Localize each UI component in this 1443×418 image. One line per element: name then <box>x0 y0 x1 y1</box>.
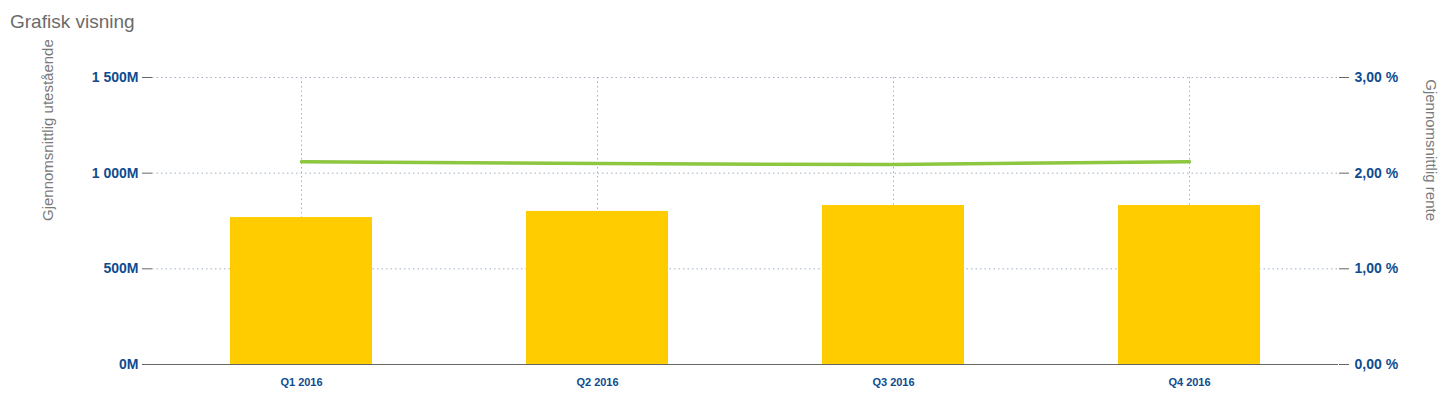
svg-text:0M: 0M <box>119 356 138 372</box>
svg-text:500M: 500M <box>103 260 138 276</box>
html-text:Grafisk visning: Grafisk visning <box>10 11 135 32</box>
svg-text:1 000M: 1 000M <box>92 165 139 181</box>
svg-text:Gjennomsnittlig rente: Gjennomsnittlig rente <box>1423 79 1440 221</box>
svg-text:Q3 2016: Q3 2016 <box>872 376 914 388</box>
svg-text:Gjennomsnittlig utestående: Gjennomsnittlig utestående <box>39 40 56 221</box>
svg-text:1 500M: 1 500M <box>92 69 139 85</box>
svg-text:Q4 2016: Q4 2016 <box>1168 376 1210 388</box>
svg-text:3,00 %: 3,00 % <box>1355 69 1399 85</box>
svg-text:Q2 2016: Q2 2016 <box>576 376 618 388</box>
svg-text:0,00 %: 0,00 % <box>1355 356 1399 372</box>
svg-text:1,00 %: 1,00 % <box>1355 260 1399 276</box>
svg-text:2,00 %: 2,00 % <box>1355 165 1399 181</box>
svg-text:Q1 2016: Q1 2016 <box>280 376 322 388</box>
